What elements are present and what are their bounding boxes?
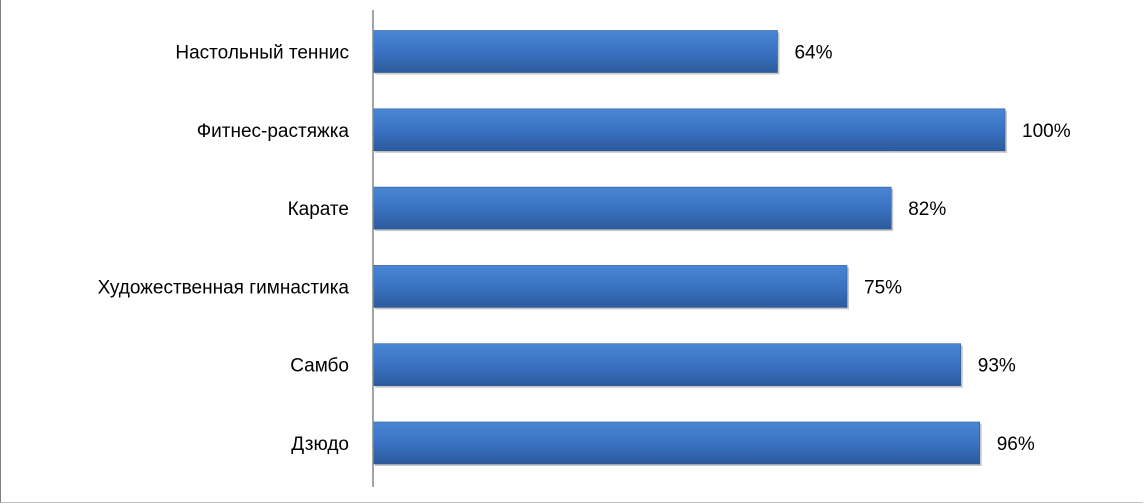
value-label: 82% — [908, 199, 946, 220]
category-label: Настольный теннис — [175, 43, 349, 64]
bar — [372, 265, 848, 308]
category-label: Фитнес-растяжка — [197, 121, 350, 142]
category-label: Дзюдо — [291, 434, 349, 455]
value-label: 64% — [794, 43, 832, 64]
category-label: Самбо — [290, 356, 349, 377]
value-label: 100% — [1022, 121, 1071, 142]
bars-layer: Настольный теннис 64% Фитнес-растяжка 100% К… — [98, 30, 1071, 466]
bar — [372, 343, 962, 387]
bar — [372, 186, 892, 230]
bar — [372, 421, 981, 465]
bar — [372, 30, 778, 73]
category-label: Художественная гимнастика — [98, 277, 350, 298]
category-label: Карате — [288, 199, 349, 220]
bar — [372, 108, 1006, 152]
value-label: 75% — [864, 277, 902, 298]
value-label: 93% — [978, 356, 1016, 377]
value-label: 96% — [997, 434, 1035, 455]
